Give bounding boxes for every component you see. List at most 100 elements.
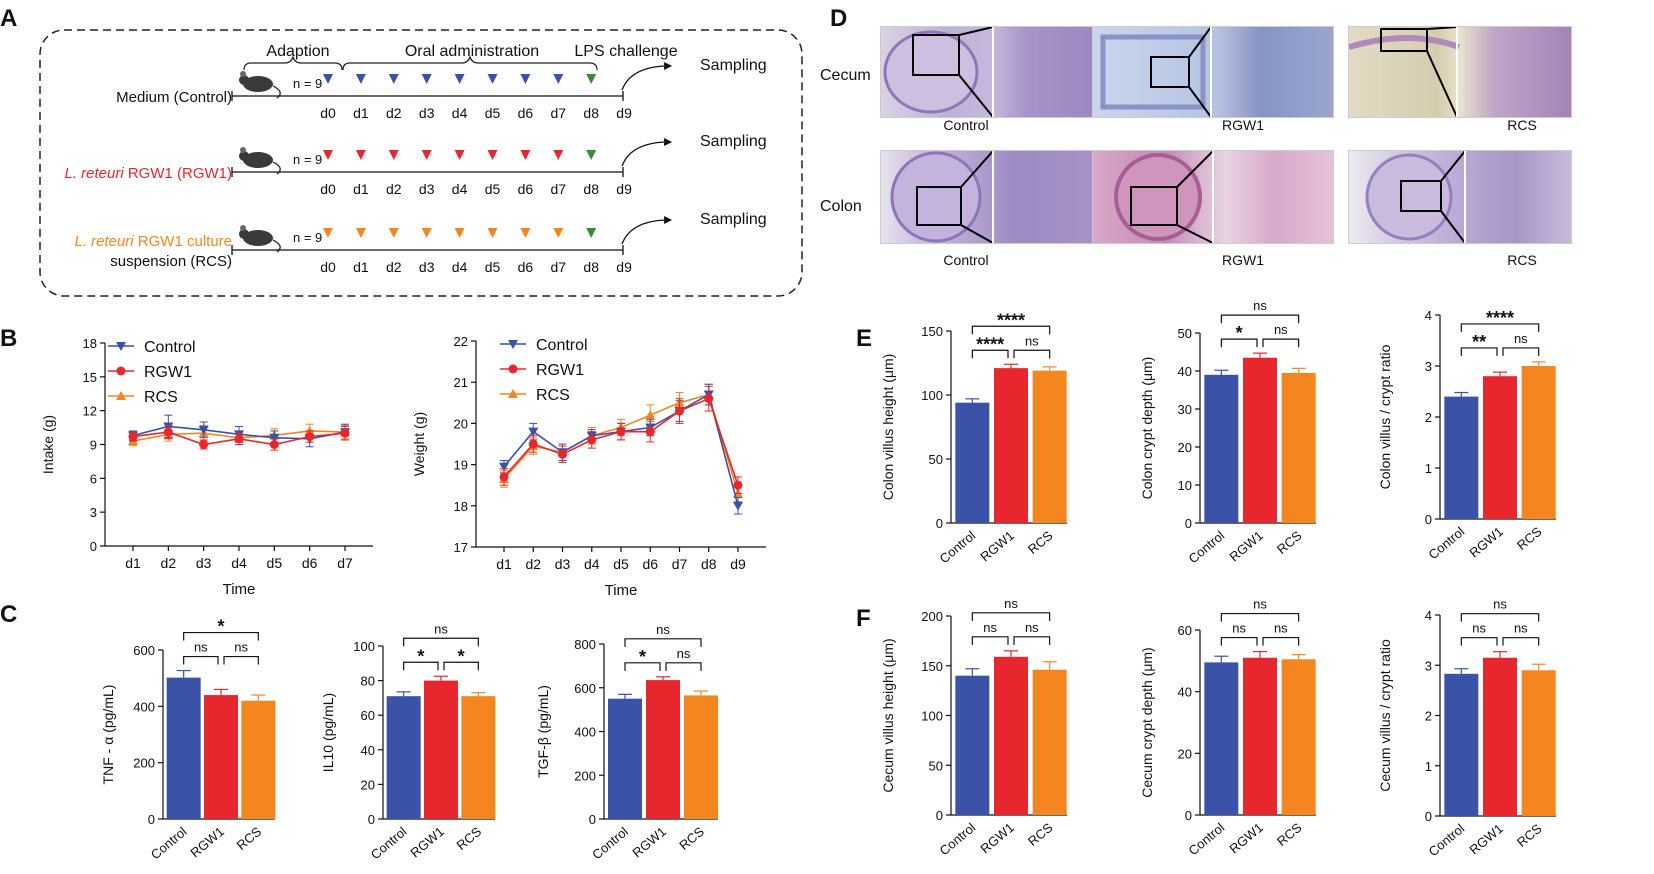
- day-label: d3: [419, 181, 435, 197]
- y-tick-label: 3: [1425, 359, 1432, 374]
- y-axis-label: Cecum crypt depth (μm): [1139, 647, 1155, 797]
- mouse-tail: [272, 161, 281, 175]
- series-line-rcs: [503, 393, 739, 494]
- legend-marker: [116, 391, 126, 400]
- dose-marker: [421, 74, 432, 84]
- significance-label: ns: [1232, 621, 1246, 636]
- legend-label: RGW1: [144, 364, 192, 381]
- day-label: d1: [353, 259, 369, 275]
- x-tick-label: Control: [1426, 821, 1468, 860]
- sampling-label: Sampling: [700, 211, 767, 228]
- x-tick-label: RCS: [676, 824, 707, 853]
- significance-bracket: [1460, 347, 1498, 356]
- day-label: d0: [320, 259, 336, 275]
- significance-bracket: [1262, 636, 1300, 646]
- x-tick-label: RGW1: [977, 528, 1017, 565]
- dose-marker: [454, 228, 465, 238]
- significance-bracket: [1220, 612, 1300, 622]
- phase-adaption: Adaption: [266, 43, 329, 60]
- significance-bracket: [1460, 323, 1540, 332]
- significance-label: ****: [976, 334, 1004, 354]
- significance-label: ns: [1472, 621, 1486, 636]
- day-label: d4: [452, 105, 468, 121]
- legend-marker: [508, 340, 518, 349]
- x-tick-label: RCS: [1514, 524, 1545, 553]
- caption-colon-control: Control: [943, 252, 988, 268]
- x-tick-label: Control: [1186, 820, 1228, 859]
- mouse-head: [239, 75, 249, 85]
- day-label: d4: [452, 259, 468, 275]
- bar-rcs: [1032, 669, 1067, 815]
- significance-bracket: [971, 636, 1009, 645]
- day-label: d9: [616, 259, 632, 275]
- day-label: d8: [583, 105, 599, 121]
- histology-cecum-rcs: [1348, 26, 1572, 118]
- x-tick-label: RGW1: [629, 824, 669, 861]
- dose-marker: [487, 74, 498, 84]
- x-tick-label: Control: [148, 824, 190, 863]
- group-label: L. reteuri RGW1 culture: [74, 233, 232, 250]
- data-point-rgw1: [163, 427, 173, 437]
- data-point-rgw1: [234, 434, 244, 444]
- bar-rcs: [684, 695, 718, 819]
- day-label: d2: [386, 181, 402, 197]
- x-tick-label: RGW1: [1226, 528, 1266, 565]
- group-n: n = 9: [293, 230, 322, 245]
- data-point-rgw1: [675, 406, 684, 416]
- group-n: n = 9: [293, 152, 322, 167]
- y-tick-label: 20: [361, 777, 375, 792]
- day-label: d5: [485, 181, 501, 197]
- day-label: d2: [386, 259, 402, 275]
- x-tick-label: d4: [584, 556, 600, 572]
- dose-marker: [553, 74, 564, 84]
- y-tick-label: 50: [1178, 326, 1192, 341]
- significance-bracket: [183, 631, 259, 641]
- panel-label-a: A: [0, 5, 17, 32]
- dose-marker: [520, 74, 531, 84]
- day-label: d2: [386, 105, 402, 121]
- line-chart-weight: 17 18 19 20 21 22 Weight (g) d1 d2 d3 d4 d5 d6 d7 d8 d9…: [411, 334, 766, 599]
- significance-label: ****: [1486, 308, 1514, 328]
- legend-label: Control: [536, 337, 588, 354]
- row-label-colon: Colon: [820, 198, 862, 215]
- y-tick-label: 40: [1178, 364, 1192, 379]
- significance-bracket: [624, 662, 661, 671]
- bar-chart-colon_crypt: 0 10 20 30 40 50 Colon crypt depth (μm) Control…: [1139, 298, 1316, 566]
- data-point-rgw1: [305, 432, 315, 442]
- data-point-control: [499, 462, 509, 472]
- y-tick-label: 150: [921, 324, 943, 339]
- y-tick-label: 22: [454, 334, 468, 349]
- x-tick-label: Control: [368, 824, 410, 863]
- group-n: n = 9: [293, 76, 322, 91]
- sampling-arrow: [621, 219, 665, 245]
- sampling-arrow: [621, 141, 665, 167]
- y-axis-label: Intake (g): [40, 415, 56, 474]
- day-label: d8: [583, 181, 599, 197]
- significance-label: ns: [1025, 620, 1039, 635]
- significance-bracket: [971, 325, 1051, 335]
- bar-control: [166, 677, 201, 819]
- y-tick-label: 1: [1425, 759, 1432, 774]
- data-point-rgw1: [199, 440, 209, 449]
- bar-rgw1: [1243, 357, 1277, 523]
- significance-bracket: [183, 655, 219, 665]
- significance-bracket: [1502, 637, 1540, 646]
- bar-control: [955, 402, 990, 523]
- bar-rcs: [1032, 370, 1067, 523]
- significance-label: ns: [1493, 597, 1507, 612]
- bar-control: [955, 675, 990, 815]
- bar-chart-colon_ratio: 0 1 2 3 4 Colon villus / crypt ratio Control RG…: [1377, 308, 1556, 562]
- bar-rcs: [1521, 670, 1556, 816]
- y-tick-label: 18: [83, 336, 97, 351]
- dose-marker: [355, 228, 366, 238]
- y-tick-label: 600: [133, 643, 155, 658]
- sampling-label: Sampling: [700, 57, 767, 74]
- dose-marker: [487, 228, 498, 238]
- mouse-ear: [240, 71, 246, 77]
- day-label: d3: [419, 105, 435, 121]
- y-axis-label: IL10 (pg/mL): [320, 693, 336, 772]
- day-label: d7: [551, 181, 567, 197]
- caption-cecum-rcs: RCS: [1507, 117, 1537, 133]
